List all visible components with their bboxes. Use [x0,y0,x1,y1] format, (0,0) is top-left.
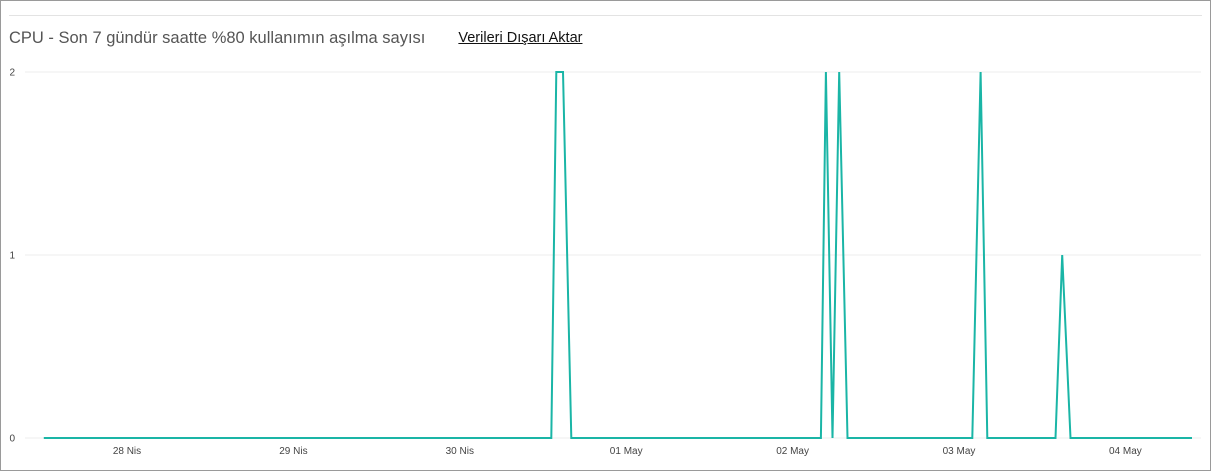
y-tick-label: 2 [9,68,15,79]
x-tick-label: 02 May [776,446,809,457]
x-tick-label: 30 Nis [446,446,474,457]
x-tick-label: 03 May [943,446,976,457]
x-tick-label: 01 May [610,446,643,457]
series-line [43,71,1192,439]
export-data-link[interactable]: Verileri Dışarı Aktar [458,30,583,46]
x-tick-label: 04 May [1109,446,1142,457]
y-tick-label: 0 [9,434,15,445]
chart-header: CPU - Son 7 gündür saatte %80 kullanımın… [9,27,582,49]
x-tick-label: 29 Nis [279,446,307,457]
chart-title: CPU - Son 7 gündür saatte %80 kullanımın… [9,28,426,47]
x-tick-label: 28 Nis [113,446,141,457]
y-tick-label: 1 [9,251,15,262]
top-divider [9,15,1202,16]
